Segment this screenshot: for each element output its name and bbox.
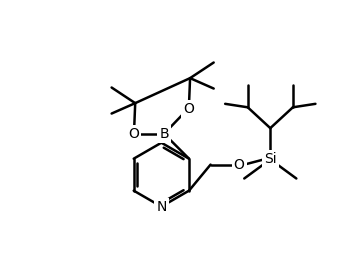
Text: O: O	[128, 127, 139, 141]
Text: N: N	[156, 200, 167, 214]
Text: Si: Si	[264, 152, 276, 167]
Text: B: B	[159, 127, 169, 141]
Text: O: O	[183, 102, 194, 116]
Text: O: O	[234, 157, 245, 172]
